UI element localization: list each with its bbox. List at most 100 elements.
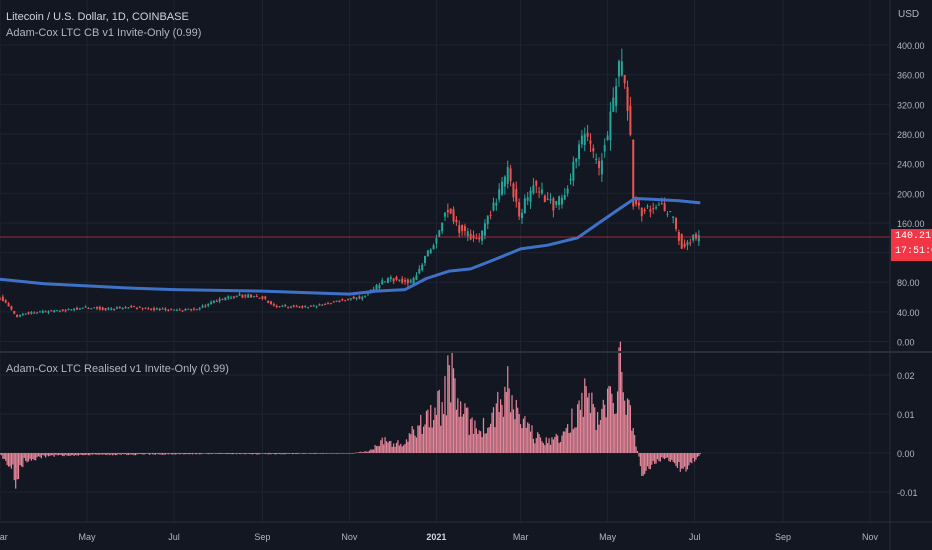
indicator-main-label[interactable]: Adam-Cox LTC CB v1 Invite-Only (0.99) [6,27,202,39]
candle-body [324,304,327,306]
candle-body [173,309,175,311]
realised-bar [50,453,52,456]
realised-bar [104,453,107,455]
realised-bar [557,435,559,453]
candle-body [309,305,312,307]
realised-bar [193,453,195,454]
candle-body [441,222,444,232]
realised-bar [494,427,496,453]
candle-body [287,307,290,309]
realised-bar [27,453,30,462]
candle-body [241,294,244,298]
realised-bar [505,391,507,453]
candle-body [38,311,41,313]
realised-bar [164,453,167,455]
realised-bar [398,445,400,453]
realised-bar [233,453,235,455]
realised-bar [582,416,584,453]
realised-bar [160,453,162,455]
realised-bar [538,434,540,453]
realised-bar [678,453,680,463]
candle-body [421,264,424,271]
realised-bar [316,453,318,454]
candle-body [76,307,79,310]
realised-bar [537,432,539,453]
candle-body [609,111,612,141]
realised-bar [93,453,95,455]
realised-bar [555,433,557,453]
candle-body [481,230,484,241]
realised-bar [297,453,299,454]
candle-body [312,305,315,307]
candle-body [404,280,407,282]
price-axis[interactable]: 0.0040.0080.00120.00160.00200.00240.0028… [897,41,925,347]
realised-bar [636,450,639,453]
realised-bar [86,453,88,455]
candle-body [549,198,552,201]
realised-bar [0,453,1,455]
price-tick-label: 40.00 [897,308,920,318]
realised-bar [229,453,231,454]
candle-body [50,310,53,312]
realised-bar [568,433,570,453]
symbol-title[interactable]: Litecoin / U.S. Dollar, 1D, COINBASE [6,11,189,23]
realised-bar [112,453,114,456]
realised-bar [562,431,564,453]
realised-bar [307,453,309,454]
realised-bar [331,453,333,454]
realised-axis[interactable]: -0.01 0.00 0.01 0.02 [897,371,918,498]
realised-bar [92,453,94,455]
realised-bar [216,453,218,454]
realised-bar [438,389,440,453]
candle-body [600,160,603,175]
realised-bar [89,453,91,456]
realised-bar [592,403,594,453]
realised-bar [330,453,332,454]
realised-bar [435,414,438,453]
time-tick-label: Jul [689,532,701,542]
realised-bar [268,453,271,455]
candle-body [689,242,692,244]
realised-bar [524,416,526,453]
candle-body [626,87,629,111]
realised-bar [577,404,579,453]
indicator-sub-label[interactable]: Adam-Cox LTC Realised v1 Invite-Only (0.… [6,363,229,375]
realised-bar [575,427,577,453]
realised-bar [634,435,636,453]
candle-body [540,189,543,194]
realised-bar [9,453,11,467]
candle-body [87,307,90,309]
realised-bar [649,453,651,470]
realised-bar [614,414,616,453]
realised-bar [445,415,448,453]
realised-bar [375,446,378,453]
realised-bar [467,407,469,453]
realised-bar [517,407,519,453]
candle-body [224,297,227,300]
candle-body [81,307,84,309]
candle-body [192,308,195,310]
time-axis[interactable]: Mar May Jul Sep Nov 2021 Mar May Jul Sep Nov [0,532,878,542]
realised-bar [619,341,622,453]
realised-bar [210,453,212,454]
candle-body [523,198,526,214]
realised-bar [470,419,472,453]
realised-bar [129,453,131,455]
realised-bar [300,453,302,454]
realised-bar [683,453,686,467]
realised-bar [171,453,174,455]
candle-body [155,308,158,310]
realised-bar [461,416,463,453]
realised-bar [688,453,690,466]
realised-bar [519,424,522,453]
realised-bar [374,445,376,453]
candle-body [478,237,481,240]
candle-body [341,299,344,301]
candle-body [221,299,224,301]
realised-bar [290,453,292,454]
currency-label[interactable]: USD [898,9,920,20]
realised-bar [59,453,61,455]
price-candles [0,48,700,318]
realised-bar [585,386,587,453]
